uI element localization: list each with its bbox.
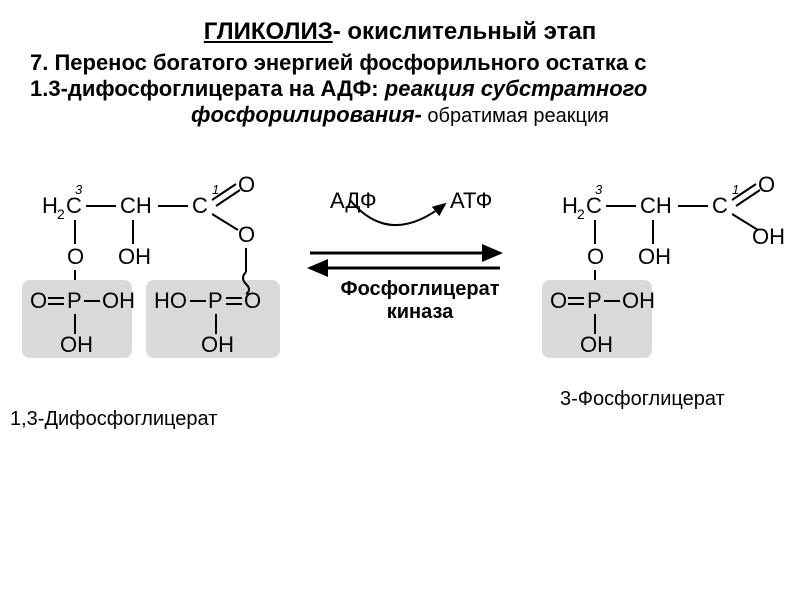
- svg-text:2: 2: [577, 206, 585, 222]
- svg-text:OH: OH: [102, 288, 135, 313]
- svg-text:O: O: [30, 288, 47, 313]
- left-molecule-svg: 3 1 H 2 C CH C O O O OH: [20, 178, 300, 408]
- title-line3: фосфорилирования- обратимая реакция: [20, 102, 780, 128]
- left-molecule-label: 1,3-Дифосфоглицерат: [10, 408, 217, 431]
- svg-text:O: O: [758, 172, 775, 197]
- svg-text:O: O: [244, 288, 261, 313]
- svg-text:CH: CH: [640, 193, 672, 218]
- svg-text:C: C: [712, 193, 728, 218]
- svg-text:CH: CH: [120, 193, 152, 218]
- svg-text:O: O: [587, 244, 604, 269]
- svg-text:H: H: [42, 193, 58, 218]
- svg-text:OH: OH: [201, 332, 234, 357]
- title-block: ГЛИКОЛИЗ- окислительный этап 7. Перенос …: [0, 0, 800, 138]
- enzyme-name: Фосфоглицерат киназа: [320, 278, 520, 324]
- svg-text:P: P: [67, 288, 82, 313]
- svg-text:OH: OH: [622, 288, 655, 313]
- title-line1: 7. Перенос богатого энергией фосфорильно…: [20, 50, 780, 76]
- svg-text:H: H: [562, 193, 578, 218]
- svg-text:OH: OH: [638, 244, 671, 269]
- title-line2: 1.3-дифосфоглицерата на АДФ: реакция суб…: [20, 76, 780, 102]
- right-molecule-svg: 3 1 H 2 C CH C O OH O OH O P OH: [540, 178, 800, 408]
- reaction-diagram: 3 1 H 2 C CH C O O O OH: [0, 158, 800, 538]
- svg-text:OH: OH: [118, 244, 151, 269]
- svg-text:OH: OH: [60, 332, 93, 357]
- svg-text:C: C: [586, 193, 602, 218]
- svg-text:HO: HO: [154, 288, 187, 313]
- title-rest: - окислительный этап: [333, 18, 596, 45]
- svg-text:C: C: [66, 193, 82, 218]
- main-title: ГЛИКОЛИЗ- окислительный этап: [20, 18, 780, 46]
- svg-text:P: P: [208, 288, 223, 313]
- svg-text:OH: OH: [580, 332, 613, 357]
- svg-text:C: C: [192, 193, 208, 218]
- svg-text:OH: OH: [752, 224, 785, 249]
- svg-text:O: O: [67, 244, 84, 269]
- title-underlined: ГЛИКОЛИЗ: [204, 18, 333, 45]
- svg-text:P: P: [587, 288, 602, 313]
- right-molecule-label: 3-Фосфоглицерат: [560, 388, 725, 411]
- svg-text:O: O: [238, 172, 255, 197]
- svg-text:O: O: [238, 222, 255, 247]
- svg-text:O: O: [550, 288, 567, 313]
- svg-text:2: 2: [57, 206, 65, 222]
